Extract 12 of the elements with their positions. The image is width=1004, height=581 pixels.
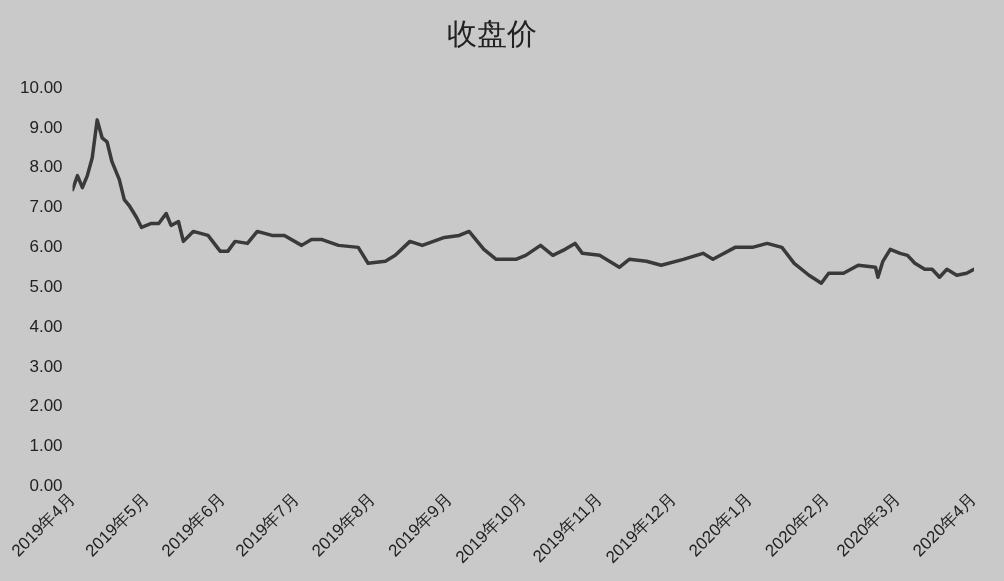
chart-title: 收盘价 xyxy=(447,15,537,51)
y-tick-label: 2.00 xyxy=(29,396,63,416)
y-tick-label: 5.00 xyxy=(29,276,63,296)
y-tick-label: 4.00 xyxy=(29,316,63,336)
y-tick-label: 6.00 xyxy=(29,237,63,257)
y-tick-label: 7.00 xyxy=(29,197,63,217)
y-tick-label: 9.00 xyxy=(29,117,63,137)
y-tick-label: 1.00 xyxy=(29,436,63,456)
y-tick-label: 3.00 xyxy=(29,356,63,376)
y-tick-label: 10.00 xyxy=(19,77,63,97)
y-tick-label: 8.00 xyxy=(29,157,63,177)
y-tick-label: 0.00 xyxy=(29,476,63,496)
